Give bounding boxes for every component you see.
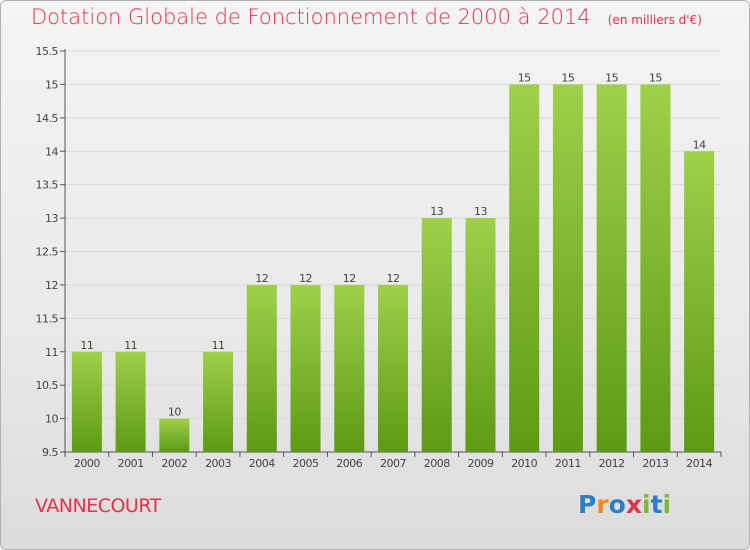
data-label: 10 (168, 406, 181, 419)
y-tick-label: 15 (45, 78, 58, 91)
x-tick-label: 2012 (599, 457, 625, 470)
x-tick-label: 2011 (555, 457, 581, 470)
x-tick-label: 2001 (118, 457, 144, 470)
y-tick-label: 14 (45, 145, 58, 158)
bar-layer (71, 84, 715, 453)
logo-letter: x (625, 490, 642, 519)
y-tick-label: 12 (45, 279, 58, 292)
logo-letter: P (578, 490, 597, 519)
bar (290, 284, 321, 452)
data-label: 12 (343, 272, 356, 285)
proxiti-logo[interactable]: Proxiti (578, 490, 671, 519)
data-label: 15 (518, 71, 531, 84)
chart-unit-note: (en milliers d'€) (607, 13, 702, 27)
town-name: VANNECOURT (35, 495, 161, 517)
bar (465, 218, 496, 452)
chart-title-text: Dotation Globale de Fonctionnement de 20… (31, 5, 591, 29)
bar (552, 84, 583, 453)
y-tick-label: 12.5 (36, 246, 59, 259)
bar (421, 218, 452, 452)
y-tick-label: 10 (45, 413, 58, 426)
bar (203, 351, 234, 452)
logo-letter: o (608, 490, 626, 519)
x-tick-label: 2004 (249, 457, 275, 470)
logo-letter: i (662, 490, 672, 519)
data-label: 11 (124, 339, 137, 352)
x-tick-label: 2008 (424, 457, 450, 470)
bar (115, 351, 146, 452)
x-tick-label: 2000 (74, 457, 100, 470)
data-label: 12 (299, 272, 312, 285)
bar (246, 284, 277, 452)
y-tick-label: 14.5 (36, 112, 59, 125)
y-tick-label: 13.5 (36, 179, 59, 192)
bar (509, 84, 540, 453)
label-layer: 11 2000 11 2001 10 2002 11 2003 12 2004 12 2005 12 20… (74, 71, 713, 470)
bar (596, 84, 627, 453)
data-label: 11 (80, 339, 93, 352)
x-tick-label: 2010 (511, 457, 537, 470)
data-label: 12 (387, 272, 400, 285)
x-tick-label: 2005 (293, 457, 319, 470)
x-tick-label: 2007 (380, 457, 406, 470)
x-tick-label: 2002 (161, 457, 187, 470)
y-tick-label: 15.5 (36, 45, 59, 58)
y-tick-label: 11.5 (36, 312, 59, 325)
bar (334, 284, 365, 452)
logo-letter: i (642, 490, 651, 519)
x-tick-label: 2009 (467, 457, 493, 470)
y-tick-label: 9.5 (42, 446, 58, 459)
x-tick-label: 2003 (205, 457, 231, 470)
bar (640, 84, 671, 453)
data-label: 15 (649, 71, 662, 84)
bar (378, 284, 408, 452)
data-label: 12 (255, 272, 268, 285)
y-tick-label: 13 (45, 212, 58, 225)
data-label: 13 (474, 205, 487, 218)
data-label: 11 (212, 339, 225, 352)
y-tick-label: 10.5 (36, 379, 59, 392)
x-tick-label: 2014 (686, 457, 712, 470)
data-label: 13 (430, 205, 443, 218)
x-tick-label: 2006 (336, 457, 362, 470)
x-tick-label: 2013 (642, 457, 668, 470)
data-label: 14 (693, 138, 706, 151)
bar (71, 351, 102, 452)
chart-title: Dotation Globale de Fonctionnement de 20… (31, 5, 702, 29)
data-label: 15 (561, 71, 574, 84)
y-tick-label: 11 (45, 346, 58, 359)
logo-letter: t (650, 490, 663, 519)
bar (684, 151, 715, 452)
logo-letter: r (596, 490, 609, 519)
data-label: 15 (605, 71, 618, 84)
bar (159, 418, 190, 452)
